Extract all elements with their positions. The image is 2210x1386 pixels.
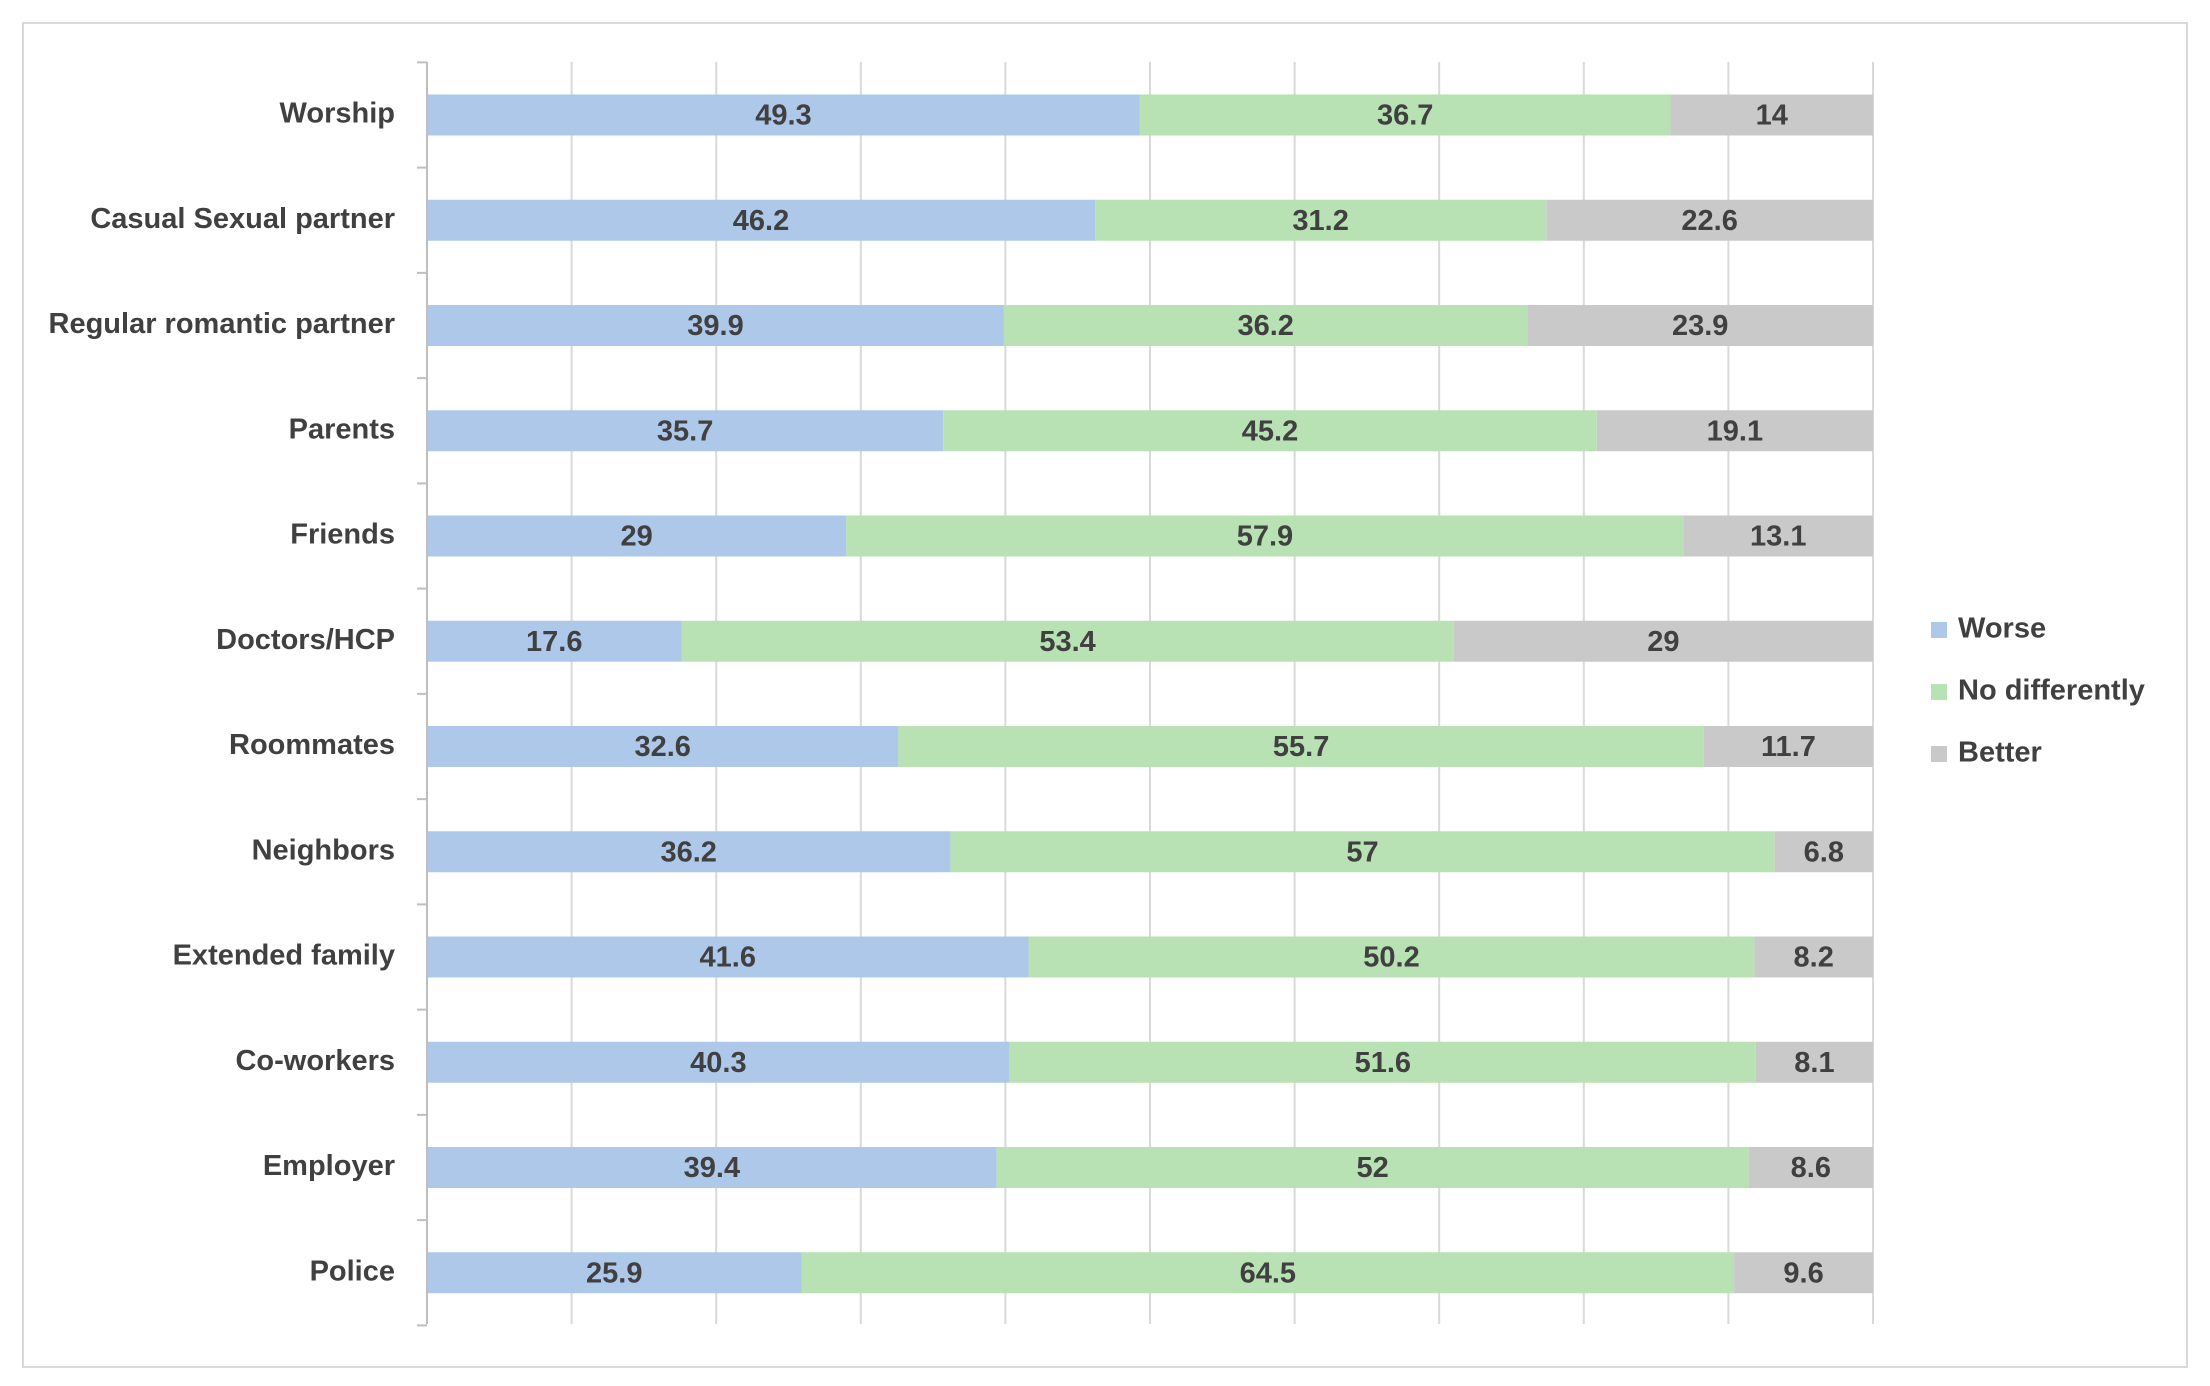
data-label-worship-no-differently: 36.7 [1377,100,1433,132]
data-label-roommates-no-differently: 55.7 [1273,731,1329,763]
category-label-friends: Friends [290,519,395,551]
bar-doctors-hcp-better [1453,620,1873,662]
category-label-neighbors: Neighbors [252,834,395,866]
data-label-co-workers-worse: 40.3 [690,1047,746,1079]
legend: Worse No differently Better [1931,613,2145,769]
data-label-parents-no-differently: 45.2 [1242,415,1298,447]
category-label-police: Police [310,1255,395,1287]
category-labels: Worship Casual Sexual partner Regular roma… [49,98,395,1288]
data-label-friends-worse: 29 [621,521,653,553]
data-label-police-no-differently: 64.5 [1240,1257,1296,1289]
bar-worship-no-differently [1139,94,1671,136]
legend-swatch-worse [1931,622,1947,638]
legend-label-better: Better [1958,737,2042,769]
data-labels: 49.3 36.7 14 46.2 31.2 22.6 39.9 36.2 23.9 35.7 45… [526,100,1844,1290]
data-label-roommates-better: 11.7 [1761,731,1816,763]
bar-worship-better [1670,94,1873,136]
data-label-worship-worse: 49.3 [755,100,811,132]
bar-roommates-no-differently [898,726,1704,767]
bar-employer-no-differently [996,1147,1749,1188]
data-label-parents-worse: 35.7 [657,415,713,447]
bar-extended-family-worse [427,936,1029,978]
bar-doctors-hcp-no-differently [681,620,1454,662]
bar-employer-better [1748,1147,1873,1188]
data-label-co-workers-no-differently: 51.6 [1355,1047,1411,1079]
bar-friends-worse [427,515,847,557]
bar-police-no-differently [801,1252,1735,1294]
gridlines [426,62,1874,1324]
chart-frame [22,22,2188,1368]
data-label-neighbors-worse: 36.2 [660,836,716,868]
bar-co-workers-no-differently [1009,1041,1756,1083]
bar-parents-worse [427,410,944,452]
bar-police-worse [427,1252,802,1294]
category-label-co-workers: Co-workers [235,1045,395,1077]
data-label-extended-family-no-differently: 50.2 [1363,942,1419,974]
bar-roommates-better [1703,726,1873,767]
legend-swatch-no-differently [1931,684,1947,700]
category-label-worship: Worship [280,98,395,130]
bar-parents-no-differently [943,410,1597,452]
data-label-regular-romantic-partner-no-differently: 36.2 [1237,310,1293,342]
data-label-employer-worse: 39.4 [684,1152,740,1184]
bar-co-workers-better [1755,1041,1873,1083]
data-label-police-better: 9.6 [1783,1257,1823,1289]
bars [427,94,1873,1294]
data-label-doctors-hcp-worse: 17.6 [526,626,582,658]
data-label-police-worse: 25.9 [586,1257,642,1289]
data-label-friends-no-differently: 57.9 [1237,521,1293,553]
data-label-extended-family-better: 8.2 [1794,942,1834,974]
data-label-casual-sexual-partner-better: 22.6 [1681,205,1737,237]
y-axis [417,61,428,1327]
legend-label-worse: Worse [1958,613,2046,645]
bar-parents-better [1596,410,1873,452]
category-label-regular-romantic-partner: Regular romantic partner [49,308,395,340]
data-label-employer-no-differently: 52 [1357,1152,1389,1184]
bar-casual-sexual-partner-better [1546,199,1873,241]
category-label-parents: Parents [289,413,395,445]
bar-regular-romantic-partner-better [1527,305,1873,346]
bar-casual-sexual-partner-no-differently [1095,199,1547,241]
category-label-casual-sexual-partner: Casual Sexual partner [90,203,395,235]
bar-roommates-worse [427,726,899,767]
bar-friends-no-differently [846,515,1684,557]
category-label-extended-family: Extended family [173,940,395,972]
bar-extended-family-better [1754,936,1873,978]
data-label-parents-better: 19.1 [1707,415,1763,447]
data-label-roommates-worse: 32.6 [634,731,690,763]
bar-employer-worse [427,1147,997,1188]
bar-neighbors-worse [427,831,951,873]
data-label-regular-romantic-partner-better: 23.9 [1672,310,1728,342]
bar-regular-romantic-partner-no-differently [1003,305,1528,346]
bar-co-workers-worse [427,1041,1010,1083]
data-label-co-workers-better: 8.1 [1794,1047,1834,1079]
legend-swatch-better [1931,746,1947,762]
data-label-neighbors-no-differently: 57 [1346,836,1378,868]
data-label-employer-better: 8.6 [1791,1152,1831,1184]
data-label-regular-romantic-partner-worse: 39.9 [687,310,743,342]
bar-worship-worse [427,94,1140,136]
category-label-roommates: Roommates [229,729,395,761]
bar-regular-romantic-partner-worse [427,305,1004,346]
data-label-friends-better: 13.1 [1750,521,1806,553]
data-label-doctors-hcp-no-differently: 53.4 [1039,626,1095,658]
bar-extended-family-no-differently [1028,936,1755,978]
bar-police-better [1734,1252,1873,1294]
category-label-doctors-hcp: Doctors/HCP [216,624,395,656]
bar-neighbors-no-differently [950,831,1775,873]
data-label-casual-sexual-partner-no-differently: 31.2 [1292,205,1348,237]
data-label-doctors-hcp-better: 29 [1647,626,1679,658]
bar-casual-sexual-partner-worse [427,199,1096,241]
bar-neighbors-better [1774,831,1873,873]
legend-label-no-differently: No differently [1958,675,2145,707]
bar-doctors-hcp-worse [427,620,682,662]
data-label-extended-family-worse: 41.6 [700,942,756,974]
data-label-worship-better: 14 [1756,100,1788,132]
data-label-neighbors-better: 6.8 [1804,836,1844,868]
data-label-casual-sexual-partner-worse: 46.2 [733,205,789,237]
category-label-employer: Employer [263,1150,395,1182]
bar-friends-better [1683,515,1873,557]
